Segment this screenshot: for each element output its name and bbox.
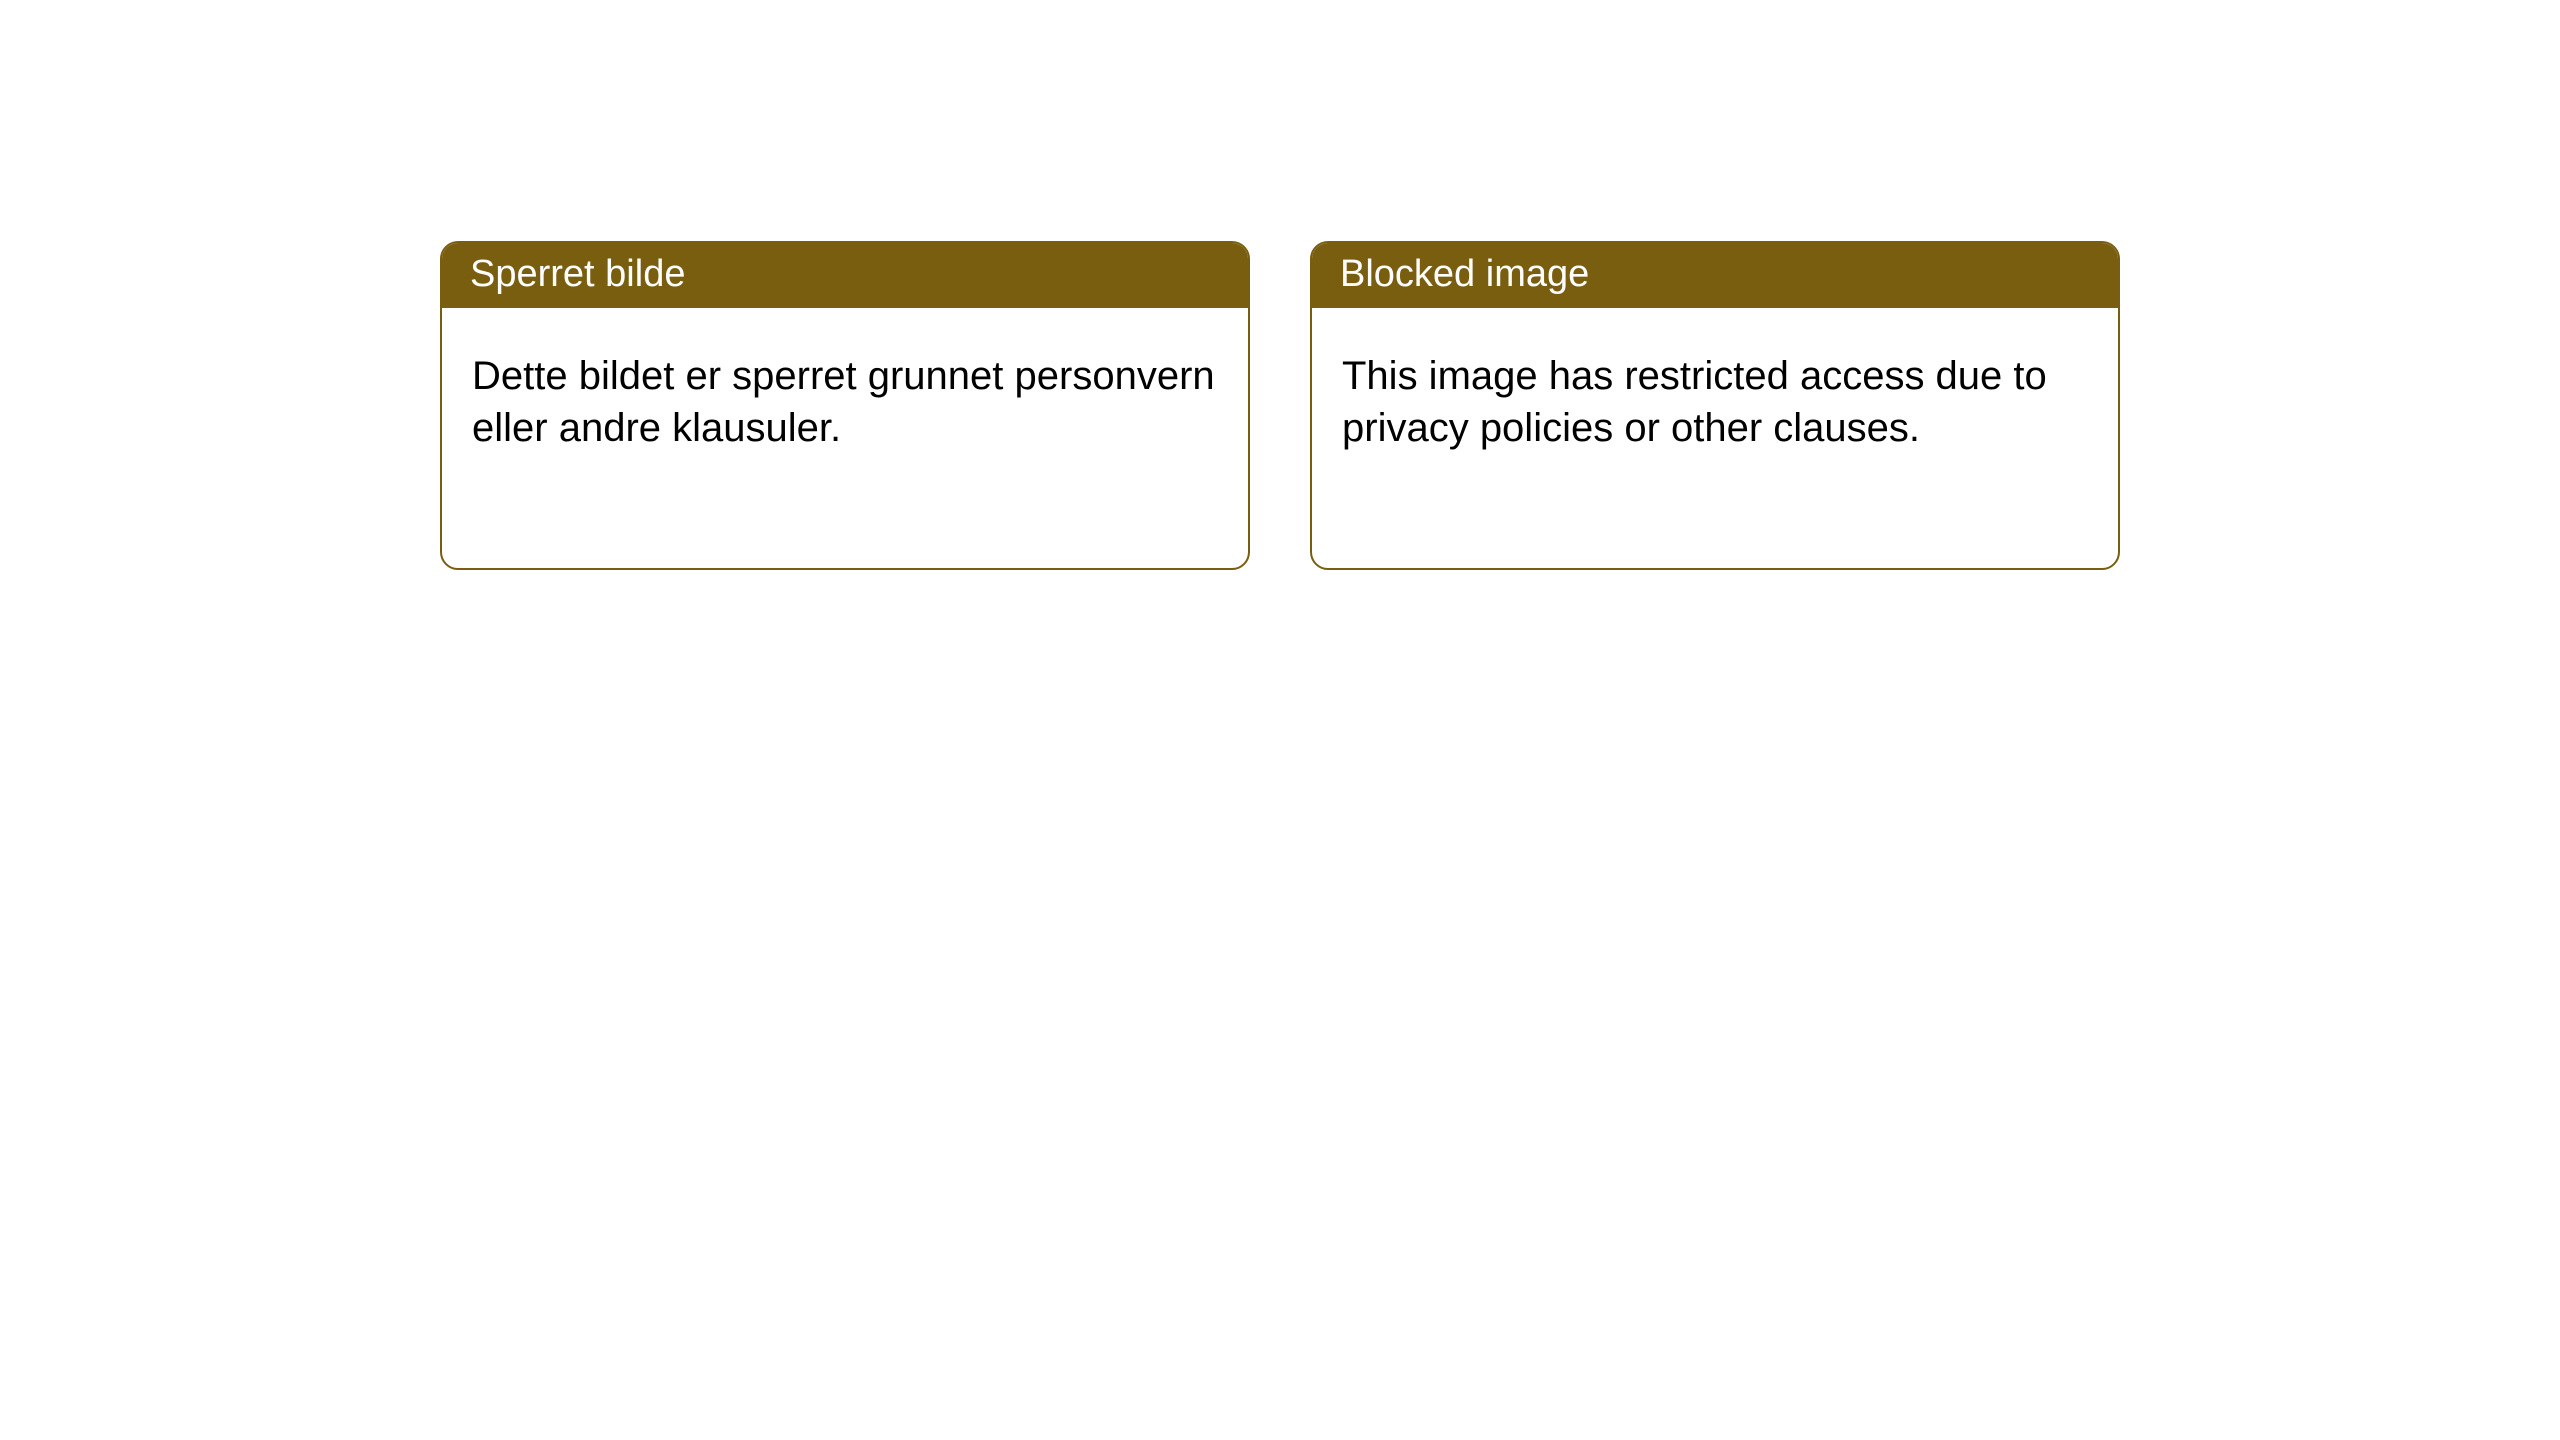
card-body-text: This image has restricted access due to … [1342, 350, 2088, 454]
notice-cards-container: Sperret bilde Dette bildet er sperret gr… [440, 241, 2120, 570]
card-body: This image has restricted access due to … [1312, 308, 2118, 568]
card-body-text: Dette bildet er sperret grunnet personve… [472, 350, 1218, 454]
card-header: Blocked image [1312, 243, 2118, 308]
card-title: Sperret bilde [470, 253, 685, 295]
card-title: Blocked image [1340, 253, 1589, 295]
notice-card-english: Blocked image This image has restricted … [1310, 241, 2120, 570]
card-header: Sperret bilde [442, 243, 1248, 308]
notice-card-norwegian: Sperret bilde Dette bildet er sperret gr… [440, 241, 1250, 570]
card-body: Dette bildet er sperret grunnet personve… [442, 308, 1248, 568]
